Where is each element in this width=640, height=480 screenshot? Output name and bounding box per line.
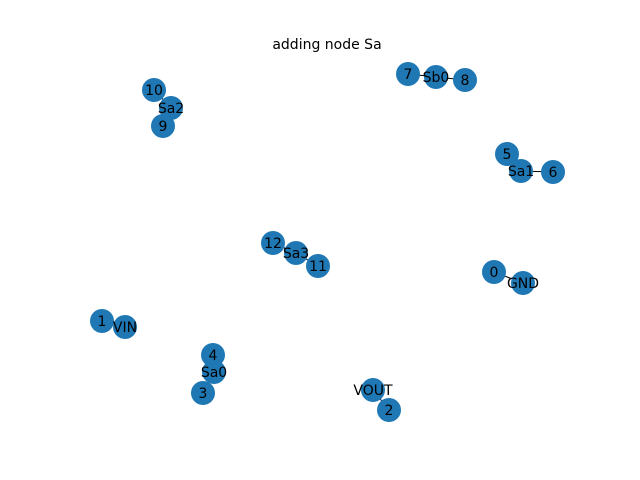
node-label-7: 7 [404,67,413,83]
node-label-1: 1 [98,314,107,330]
node-4 [201,343,225,367]
node-label-6: 6 [549,165,558,181]
node-7 [396,62,420,86]
node-GND [511,271,535,295]
node-Sa1 [509,159,533,183]
node-0 [482,260,506,284]
node-6 [541,160,565,184]
graph-title: adding node Sa [272,37,381,53]
node-Sb0 [424,65,448,89]
node-label-11: 11 [309,259,327,275]
node-label-9: 9 [159,119,168,135]
node-10 [142,78,166,102]
node-Sa2 [159,96,183,120]
node-3 [191,381,215,405]
node-label-8: 8 [461,73,470,89]
node-VIN [113,315,137,339]
node-label-4: 4 [209,348,218,364]
node-label-3: 3 [199,386,208,402]
node-label-Sa0: Sa0 [201,365,227,381]
node-5 [495,142,519,166]
node-9 [151,114,175,138]
node-Sa3 [284,241,308,265]
node-label-GND: GND [507,276,539,292]
node-label-12: 12 [264,236,282,252]
node-11 [306,254,330,278]
node-12 [261,231,285,255]
node-label-VIN: VIN [113,320,137,336]
nodes-layer [90,62,565,422]
node-label-5: 5 [503,147,512,163]
node-label-Sa1: Sa1 [508,164,534,180]
node-label-Sa2: Sa2 [158,101,184,117]
node-label-Sa3: Sa3 [283,246,309,262]
node-VOUT [361,378,385,402]
node-8 [453,68,477,92]
node-2 [377,398,401,422]
node-label-Sb0: Sb0 [423,70,450,86]
node-label-10: 10 [145,83,163,99]
node-label-VOUT: VOUT [353,383,393,399]
node-label-0: 0 [490,265,499,281]
node-1 [90,309,114,333]
node-label-2: 2 [385,403,394,419]
node-Sa0 [202,360,226,384]
